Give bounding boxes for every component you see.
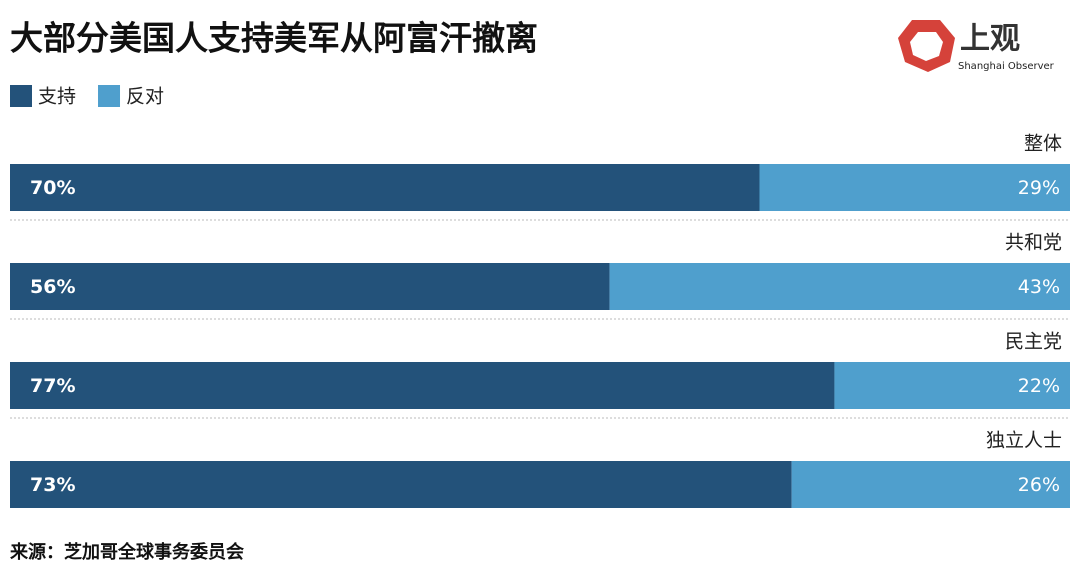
logo-inner [910, 32, 943, 61]
category-label: 独立人士 [986, 430, 1062, 452]
value-label: 26% [1018, 474, 1060, 496]
category-label: 整体 [1024, 133, 1062, 155]
value-label: 73% [30, 474, 75, 496]
legend-label: 支持 [38, 86, 76, 108]
value-label: 29% [1018, 177, 1060, 199]
legend-swatch [98, 85, 121, 107]
chart-title: 大部分美国人支持美军从阿富汗撤离 [10, 19, 538, 58]
bar-segment [10, 461, 792, 508]
legend-swatch [10, 85, 32, 107]
value-label: 70% [30, 177, 75, 199]
logo-name: 上观 [960, 22, 1020, 57]
value-label: 77% [30, 375, 75, 397]
category-label: 共和党 [1005, 232, 1062, 254]
bar-segment [10, 362, 835, 409]
bar-segment [10, 164, 760, 211]
logo: 上观 Shanghai Observer [898, 20, 1055, 72]
bar-segment [10, 263, 610, 310]
legend-label: 反对 [126, 86, 164, 108]
bar-segment [609, 263, 1070, 310]
bar-segment [834, 362, 1070, 409]
bar-segment [791, 461, 1070, 508]
value-label: 56% [30, 276, 75, 298]
logo-subtitle: Shanghai Observer [958, 61, 1055, 72]
value-label: 22% [1018, 375, 1060, 397]
source: 来源：芝加哥全球事务委员会 [9, 541, 244, 563]
value-label: 43% [1018, 276, 1060, 298]
category-label: 民主党 [1005, 331, 1062, 353]
bar-segment [759, 164, 1070, 211]
